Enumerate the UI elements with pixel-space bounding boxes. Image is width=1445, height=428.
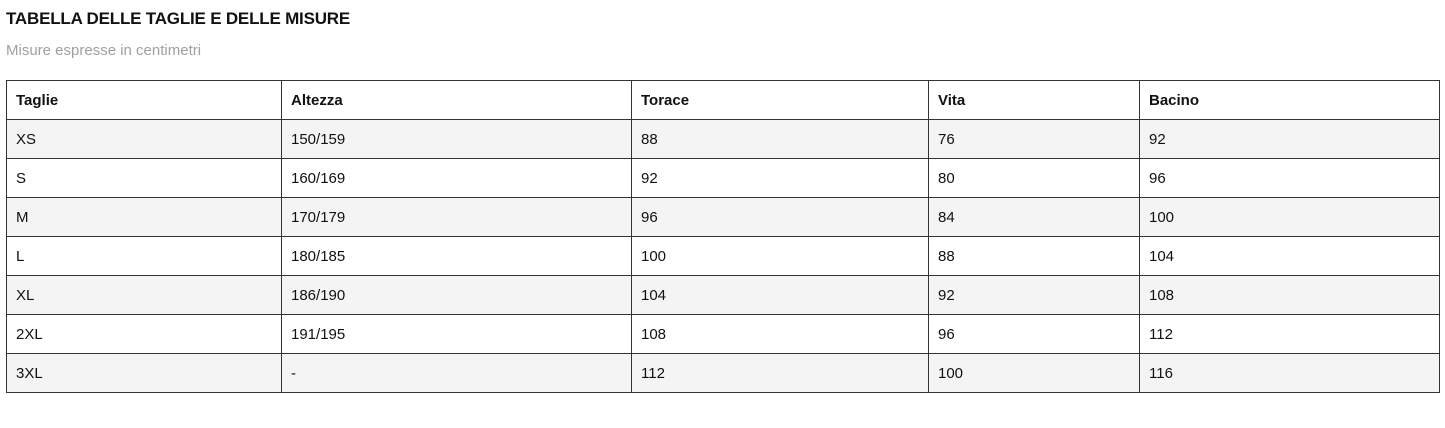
- page-subtitle: Misure espresse in centimetri: [6, 42, 202, 59]
- table-cell: 186/190: [281, 275, 632, 315]
- table-row: L 180/185 100 88 104: [6, 236, 1440, 276]
- table-row: XL 186/190 104 92 108: [6, 275, 1440, 315]
- table-cell: 100: [928, 353, 1140, 393]
- table-cell: 92: [1139, 119, 1440, 159]
- table-cell: 92: [631, 158, 929, 198]
- table-header-row: Taglie Altezza Torace Vita Bacino: [6, 80, 1440, 120]
- table-cell: XS: [6, 119, 282, 159]
- table-cell: 96: [1139, 158, 1440, 198]
- size-table: Taglie Altezza Torace Vita Bacino XS 150/159 8…: [6, 80, 1440, 393]
- table-cell: 180/185: [281, 236, 632, 276]
- table-cell: 76: [928, 119, 1140, 159]
- table-cell: XL: [6, 275, 282, 315]
- table-cell: 96: [631, 197, 929, 237]
- table-cell: 84: [928, 197, 1140, 237]
- table-cell: 104: [1139, 236, 1440, 276]
- table-cell: 112: [1139, 314, 1440, 354]
- table-row: 2XL 191/195 108 96 112: [6, 314, 1440, 354]
- column-header: Torace: [631, 80, 929, 120]
- table-cell: 108: [1139, 275, 1440, 315]
- table-cell: 170/179: [281, 197, 632, 237]
- table-cell: 160/169: [281, 158, 632, 198]
- table-row: M 170/179 96 84 100: [6, 197, 1440, 237]
- table-cell: S: [6, 158, 282, 198]
- table-cell: 92: [928, 275, 1140, 315]
- table-cell: 96: [928, 314, 1140, 354]
- table-cell: 104: [631, 275, 929, 315]
- column-header: Altezza: [281, 80, 632, 120]
- table-cell: 191/195: [281, 314, 632, 354]
- table-cell: 150/159: [281, 119, 632, 159]
- table-cell: 2XL: [6, 314, 282, 354]
- table-row: XS 150/159 88 76 92: [6, 119, 1440, 159]
- table-row: 3XL -112 100 116: [6, 353, 1440, 393]
- table-cell: 112: [631, 353, 929, 393]
- table-cell: -: [281, 353, 632, 393]
- table-cell: M: [6, 197, 282, 237]
- table-cell: 88: [928, 236, 1140, 276]
- table-cell: 100: [631, 236, 929, 276]
- table-cell: 116: [1139, 353, 1440, 393]
- table-cell: 88: [631, 119, 929, 159]
- column-header: Bacino: [1139, 80, 1440, 120]
- page-title: TABELLA DELLE TAGLIE E DELLE MISURE: [6, 9, 351, 28]
- column-header: Vita: [928, 80, 1140, 120]
- table-cell: 3XL: [6, 353, 282, 393]
- column-header: Taglie: [6, 80, 282, 120]
- table-cell: 100: [1139, 197, 1440, 237]
- table-cell: L: [6, 236, 282, 276]
- table-row: S 160/169 92 80 96: [6, 158, 1440, 198]
- table-cell: 108: [631, 314, 929, 354]
- table-cell: 80: [928, 158, 1140, 198]
